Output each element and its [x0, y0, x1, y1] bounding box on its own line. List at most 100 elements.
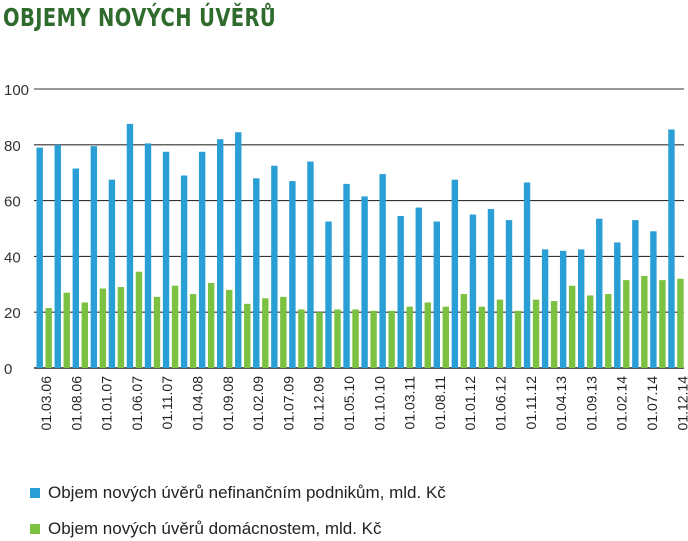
legend-swatch-companies: [30, 488, 40, 498]
bar-companies: [668, 129, 675, 368]
bar-companies: [235, 132, 242, 368]
x-tick-label: 01.04.13: [553, 376, 569, 431]
legend-swatch-households: [30, 524, 40, 534]
bar-households: [406, 306, 413, 368]
bar-companies: [144, 143, 152, 368]
bar-households: [189, 294, 197, 368]
bar-households: [81, 302, 88, 368]
bar-households: [550, 301, 558, 368]
bar-companies: [433, 221, 440, 368]
bar-companies: [54, 144, 61, 368]
x-tick-label: 01.07.14: [644, 376, 660, 431]
bar-companies: [307, 161, 314, 368]
bar-households: [352, 309, 359, 368]
bar-households: [135, 271, 143, 368]
bar-companies: [614, 242, 621, 368]
bar-households: [605, 294, 612, 368]
bar-households: [424, 302, 431, 368]
bar-companies: [198, 151, 206, 368]
bar-households: [316, 312, 323, 368]
bar-households: [641, 275, 648, 368]
bar-households: [478, 306, 486, 368]
bar-companies: [36, 147, 43, 368]
x-tick-label: 01.08.11: [432, 376, 448, 430]
bar-companies: [451, 179, 459, 368]
bar-households: [587, 295, 594, 368]
bar-households: [388, 310, 395, 368]
bar-households: [226, 289, 233, 368]
bar-households: [45, 308, 52, 368]
bar-households: [677, 278, 684, 368]
y-tick-label: 40: [4, 249, 21, 266]
x-tick-label: 01.11.07: [159, 376, 175, 430]
x-tick-label: 01.06.12: [493, 376, 509, 431]
x-tick-label: 01.02.09: [250, 376, 266, 431]
bar-households: [298, 309, 305, 368]
x-tick-label: 01.08.06: [68, 376, 84, 431]
bar-companies: [325, 221, 332, 368]
x-tick-label: 01.03.11: [402, 376, 418, 430]
bar-companies: [217, 139, 224, 368]
bar-households: [370, 310, 377, 368]
x-tick-label: 01.01.07: [99, 376, 115, 431]
bar-companies: [379, 174, 386, 368]
bar-companies: [289, 181, 296, 368]
x-tick-label: 01.11.12: [523, 376, 539, 430]
x-tick-label: 01.02.14: [614, 376, 630, 431]
bar-companies: [126, 123, 134, 368]
bar-companies: [523, 182, 531, 368]
bar-companies: [180, 175, 188, 368]
bar-companies: [469, 214, 477, 368]
x-tick-label: 01.12.14: [674, 376, 688, 431]
bar-companies: [505, 220, 513, 368]
bar-companies: [397, 215, 404, 368]
bar-households: [568, 285, 576, 368]
bar-households: [99, 288, 107, 368]
bar-companies: [650, 231, 657, 368]
bar-companies: [632, 220, 639, 368]
bar-households: [153, 296, 161, 368]
bar-households: [623, 280, 630, 368]
bar-companies: [72, 168, 79, 368]
x-tick-label: 01.05.10: [341, 376, 357, 431]
x-tick-label: 01.03.06: [38, 376, 54, 431]
bar-companies: [253, 178, 260, 368]
legend-label-households: Objem nových úvěrů domácnostem, mld. Kč: [48, 519, 382, 538]
chart-title: OBJEMY NOVÝCH ÚVĚRŮ: [3, 3, 277, 32]
y-tick-label: 20: [4, 305, 21, 322]
legend-item-companies: Objem nových úvěrů nefinančním podnikům,…: [30, 482, 446, 504]
bar-households: [63, 292, 70, 368]
x-tick-label: 01.09.08: [220, 376, 236, 431]
bar-companies: [487, 208, 495, 368]
bar-companies: [162, 151, 170, 368]
legend-label-companies: Objem nových úvěrů nefinančním podnikům,…: [48, 483, 446, 502]
bar-companies: [541, 249, 549, 368]
y-tick-label: 60: [4, 194, 21, 211]
bar-companies: [271, 165, 278, 368]
y-tick-label: 100: [4, 82, 29, 99]
bar-households: [171, 285, 179, 368]
x-tick-label: 01.07.09: [280, 376, 296, 431]
x-tick-label: 01.10.10: [371, 376, 387, 431]
bar-households: [532, 299, 540, 368]
bar-companies: [559, 250, 567, 368]
bar-companies: [415, 207, 422, 368]
bar-households: [262, 298, 269, 368]
bar-households: [460, 294, 468, 368]
bar-households: [514, 310, 522, 368]
x-tick-label: 01.09.13: [583, 376, 599, 431]
bar-households: [442, 306, 449, 368]
x-tick-label: 01.01.12: [462, 376, 478, 431]
bar-companies: [361, 196, 368, 368]
bar-households: [117, 287, 125, 368]
x-tick-label: 01.06.07: [129, 376, 145, 431]
bar-companies: [596, 218, 603, 368]
bar-companies: [90, 146, 98, 368]
bar-companies: [343, 183, 350, 368]
x-tick-label: 01.04.08: [190, 376, 206, 431]
legend-item-households: Objem nových úvěrů domácnostem, mld. Kč: [30, 518, 382, 540]
bar-households: [207, 282, 215, 368]
bar-companies: [578, 249, 585, 368]
bar-households: [280, 296, 287, 368]
